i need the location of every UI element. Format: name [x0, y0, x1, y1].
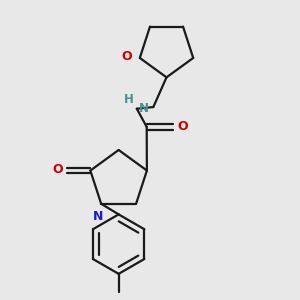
Text: O: O: [121, 50, 132, 63]
Text: N: N: [93, 210, 103, 223]
Text: N: N: [138, 102, 148, 115]
Text: O: O: [53, 164, 63, 176]
Text: O: O: [177, 120, 188, 133]
Text: H: H: [124, 93, 134, 106]
